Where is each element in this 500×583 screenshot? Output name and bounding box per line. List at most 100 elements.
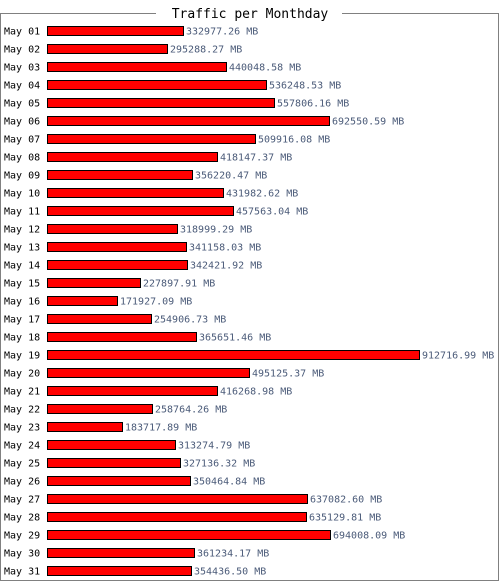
category-label: May 15	[4, 279, 40, 290]
chart-row: May 23 183717.89 MB	[4, 422, 197, 434]
category-label: May 05	[4, 99, 40, 110]
chart-row: May 15 227897.91 MB	[4, 278, 215, 290]
category-label: May 30	[4, 549, 40, 560]
chart-row: May 20 495125.37 MB	[4, 368, 324, 380]
category-label: May 16	[4, 297, 40, 308]
value-label: 418147.37 MB	[220, 153, 292, 164]
bar	[47, 296, 118, 306]
category-label: May 02	[4, 45, 40, 56]
chart-row: May 26 350464.84 MB	[4, 476, 265, 488]
chart-row: May 24 313274.79 MB	[4, 440, 250, 452]
bar	[47, 386, 218, 396]
category-label: May 21	[4, 387, 40, 398]
value-label: 258764.26 MB	[155, 405, 227, 416]
bar	[47, 188, 224, 198]
bar	[47, 530, 331, 540]
category-label: May 18	[4, 333, 40, 344]
bar	[47, 350, 420, 360]
bar	[47, 422, 123, 432]
bar	[47, 134, 256, 144]
bar	[47, 548, 195, 558]
bar	[47, 152, 218, 162]
chart-row: May 11 457563.04 MB	[4, 206, 308, 218]
value-label: 313274.79 MB	[178, 441, 250, 452]
bar	[47, 512, 307, 522]
category-label: May 31	[4, 567, 40, 578]
chart-row: May 14 342421.92 MB	[4, 260, 262, 272]
value-label: 327136.32 MB	[183, 459, 255, 470]
bar	[47, 404, 153, 414]
value-label: 416268.98 MB	[220, 387, 292, 398]
value-label: 635129.81 MB	[309, 513, 381, 524]
value-label: 692550.59 MB	[332, 117, 404, 128]
bar	[47, 98, 275, 108]
category-label: May 12	[4, 225, 40, 236]
category-label: May 22	[4, 405, 40, 416]
chart-row: May 16 171927.09 MB	[4, 296, 192, 308]
value-label: 694008.09 MB	[333, 531, 405, 542]
chart-row: May 25 327136.32 MB	[4, 458, 255, 470]
category-label: May 10	[4, 189, 40, 200]
chart-row: May 09 356220.47 MB	[4, 170, 267, 182]
bar	[47, 476, 191, 486]
bar	[47, 170, 193, 180]
bar	[47, 116, 330, 126]
bar	[47, 260, 188, 270]
category-label: May 19	[4, 351, 40, 362]
bar	[47, 368, 250, 378]
chart-row: May 07 509916.08 MB	[4, 134, 330, 146]
value-label: 318999.29 MB	[180, 225, 252, 236]
value-label: 171927.09 MB	[120, 297, 192, 308]
chart-row: May 17 254906.73 MB	[4, 314, 226, 326]
bar	[47, 80, 267, 90]
value-label: 637082.60 MB	[310, 495, 382, 506]
category-label: May 26	[4, 477, 40, 488]
chart-row: May 19 912716.99 MB	[4, 350, 494, 362]
category-label: May 27	[4, 495, 40, 506]
bar	[47, 566, 192, 576]
chart-row: May 18 365651.46 MB	[4, 332, 271, 344]
chart-row: May 22 258764.26 MB	[4, 404, 227, 416]
category-label: May 11	[4, 207, 40, 218]
chart-row: May 29 694008.09 MB	[4, 530, 405, 542]
value-label: 227897.91 MB	[143, 279, 215, 290]
chart-title: Traffic per Monthday	[172, 7, 329, 22]
category-label: May 28	[4, 513, 40, 524]
chart-row: May 30 361234.17 MB	[4, 548, 269, 560]
value-label: 332977.26 MB	[186, 27, 258, 38]
value-label: 536248.53 MB	[269, 81, 341, 92]
value-label: 457563.04 MB	[236, 207, 308, 218]
category-label: May 23	[4, 423, 40, 434]
category-label: May 04	[4, 81, 40, 92]
value-label: 912716.99 MB	[422, 351, 494, 362]
bar	[47, 332, 197, 342]
bar	[47, 440, 176, 450]
value-label: 365651.46 MB	[199, 333, 271, 344]
value-label: 341158.03 MB	[189, 243, 261, 254]
chart-row: May 06 692550.59 MB	[4, 116, 404, 128]
chart-row: May 21 416268.98 MB	[4, 386, 292, 398]
chart-row: May 02 295288.27 MB	[4, 44, 242, 56]
value-label: 342421.92 MB	[190, 261, 262, 272]
category-label: May 14	[4, 261, 40, 272]
value-label: 356220.47 MB	[195, 171, 267, 182]
bar	[47, 206, 234, 216]
bar	[47, 224, 178, 234]
value-label: 254906.73 MB	[154, 315, 226, 326]
category-label: May 09	[4, 171, 40, 182]
bar	[47, 62, 227, 72]
value-label: 354436.50 MB	[194, 567, 266, 578]
value-label: 431982.62 MB	[226, 189, 298, 200]
chart-row: May 13 341158.03 MB	[4, 242, 261, 254]
bar	[47, 278, 141, 288]
category-label: May 13	[4, 243, 40, 254]
value-label: 183717.89 MB	[125, 423, 197, 434]
category-label: May 07	[4, 135, 40, 146]
bar	[47, 242, 187, 252]
bar	[47, 458, 181, 468]
value-label: 557806.16 MB	[277, 99, 349, 110]
bar	[47, 44, 168, 54]
category-label: May 24	[4, 441, 40, 452]
